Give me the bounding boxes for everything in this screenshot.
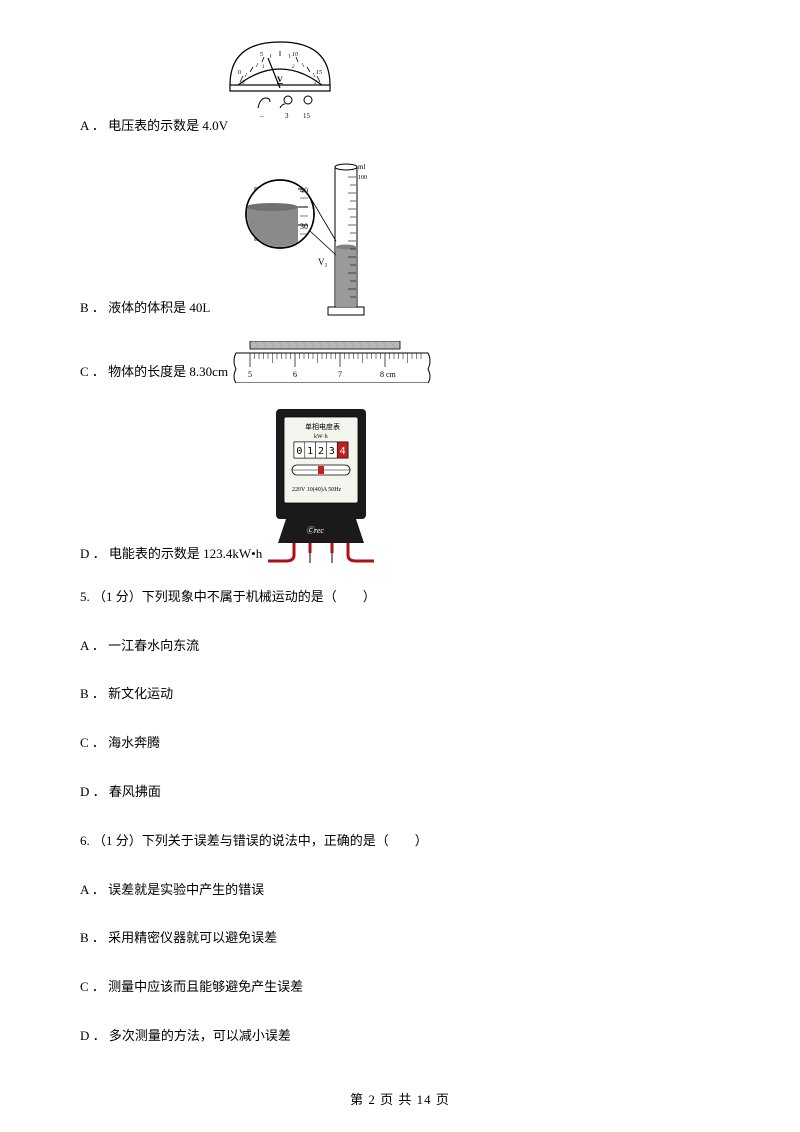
- opt-a-label: A ．: [80, 118, 105, 133]
- cyl-ml: ml: [358, 163, 365, 171]
- voltmeter-unit: V: [277, 75, 283, 84]
- option-c-row: C ． 物体的长度是 8.30cm: [80, 341, 720, 383]
- page-footer: 第 2 页 共 14 页: [0, 1089, 800, 1108]
- q6-b: B ． 采用精密仪器就可以避免误差: [80, 928, 720, 949]
- opt-a-text: 电压表的示数是 4.0V: [108, 118, 228, 133]
- meter-rating: 220V 10(40)A 50Hz: [292, 486, 342, 493]
- q6-stem: 6. （1 分）下列关于误差与错误的说法中，正确的是（ ）: [80, 831, 720, 852]
- scale-10: 10: [292, 52, 298, 58]
- ruler-figure: 5 6 7 8 cm: [232, 341, 432, 383]
- q6-d: D ． 多次测量的方法，可以减小误差: [80, 1026, 720, 1047]
- q5-d: D ． 春风拂面: [80, 782, 720, 803]
- digit-3: 3: [329, 446, 335, 457]
- meter-title: 单相电度表: [305, 422, 340, 431]
- opt-b-label: B ．: [80, 300, 105, 315]
- digit-1: 1: [307, 446, 313, 457]
- cyl-v1: V₁: [318, 257, 328, 267]
- ruler-7: 7: [338, 370, 342, 379]
- energy-meter-figure: 单相电度表 kW·h 0 1 2 3 4 220V 10(40)A 50Hz: [266, 405, 376, 565]
- opt-d-text: 电能表的示数是 123.4kW•h: [109, 546, 262, 561]
- option-b-row: B ． 液体的体积是 40L ml 100: [80, 159, 720, 319]
- opt-c-label: C ．: [80, 364, 105, 379]
- q6-a: A ． 误差就是实验中产生的错误: [80, 880, 720, 901]
- q6-c: C ． 测量中应该而且能够避免产生误差: [80, 977, 720, 998]
- scale-1: 1: [262, 65, 265, 70]
- q5-a: A ． 一江春水向东流: [80, 636, 720, 657]
- scale-5: 5: [260, 52, 263, 58]
- cyl-100: 100: [358, 175, 367, 181]
- scale-0t: 0: [238, 70, 241, 76]
- q5-c: C ． 海水奔腾: [80, 733, 720, 754]
- meter-badge: Ⓒrec: [306, 526, 324, 535]
- digit-4: 4: [340, 446, 346, 457]
- option-d-row: D ． 电能表的示数是 123.4kW•h 单相电度表 kW·h 0 1 2 3…: [80, 405, 720, 565]
- digit-0: 0: [297, 446, 303, 457]
- ruler-8cm: 8 cm: [380, 370, 397, 379]
- q5-stem: 5. （1 分）下列现象中不属于机械运动的是（ ）: [80, 587, 720, 608]
- option-a-row: A ． 电压表的示数是 4.0V: [80, 116, 720, 137]
- cyl-40: 40: [300, 186, 308, 195]
- digit-2: 2: [318, 446, 324, 457]
- opt-d-label: D ．: [80, 546, 106, 561]
- ruler-6: 6: [293, 370, 297, 379]
- q5-b: B ． 新文化运动: [80, 684, 720, 705]
- voltmeter-figure: 0 5 10 15 0 1 2 3 V – 3 15: [220, 30, 340, 120]
- scale-15: 15: [316, 70, 322, 76]
- opt-b-text: 液体的体积是 40L: [108, 300, 210, 315]
- cyl-30: 30: [300, 222, 308, 231]
- term-15: 15: [303, 112, 311, 120]
- opt-c-text: 物体的长度是 8.30cm: [108, 364, 228, 379]
- ruler-5: 5: [248, 370, 252, 379]
- meter-unit: kW·h: [314, 434, 328, 440]
- term-neg: –: [259, 112, 264, 120]
- cylinder-figure: ml 100 40 30 V₁: [240, 159, 370, 319]
- term-3: 3: [285, 112, 289, 120]
